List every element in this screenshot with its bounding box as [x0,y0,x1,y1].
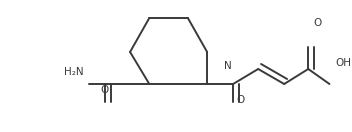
Text: O: O [100,85,108,95]
Text: O: O [237,95,245,105]
Text: OH: OH [335,58,351,68]
Text: H₂N: H₂N [64,67,84,77]
Text: N: N [225,61,232,71]
Text: O: O [314,18,322,28]
